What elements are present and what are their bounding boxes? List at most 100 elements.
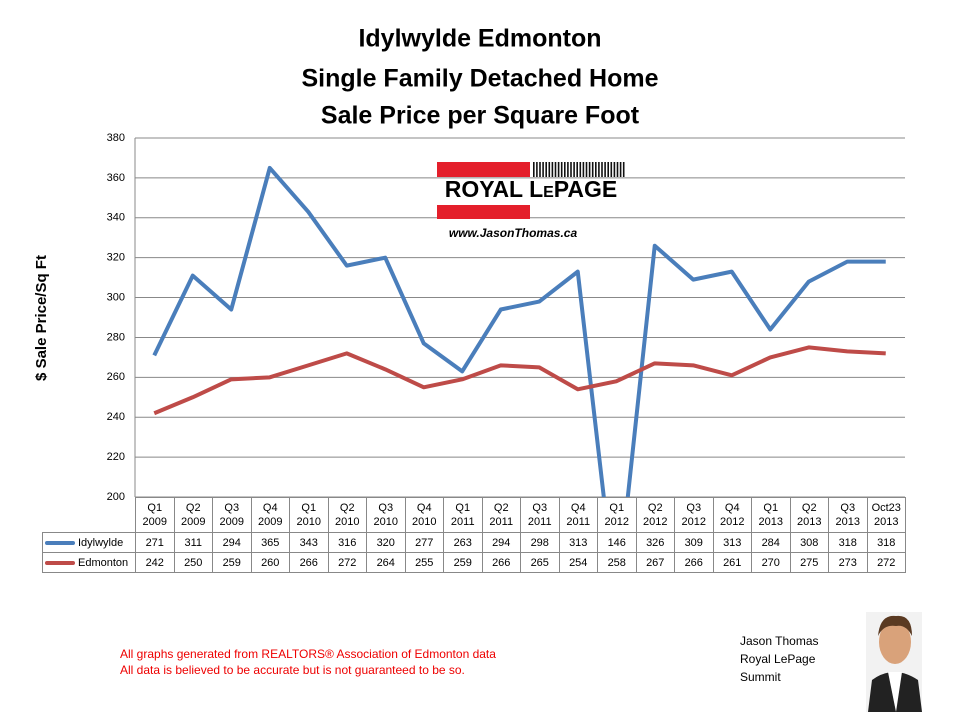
x-tick-label: Q1 2013 [751, 497, 791, 533]
barcode-line [622, 162, 625, 177]
barcode-line [557, 162, 560, 177]
y-tick-label: 340 [107, 212, 125, 224]
barcode-line [533, 162, 535, 177]
chart-title: Sale Price per Square Foot [321, 102, 640, 130]
table-value: 254 [558, 552, 598, 573]
table-header-row: Q1 2009 Q2 2009 Q3 2009 Q4 2009 Q1 2010 Q2 20… [42, 497, 906, 533]
table-value: 277 [404, 532, 444, 553]
x-tick-label: Q2 2009 [173, 497, 213, 533]
series-line [153, 345, 886, 416]
table-row: Idylwylde 271 311 294 365 343 316 320 277 263 294 2… [42, 532, 906, 553]
logo-bar [437, 205, 530, 219]
legend-key [45, 560, 75, 565]
table-value: 294 [212, 532, 252, 553]
table-value: 266 [289, 552, 329, 573]
table-value: 261 [712, 552, 752, 573]
x-tick-label: Q3 2010 [366, 497, 406, 533]
barcode-line [545, 162, 547, 177]
y-axis-label: $ Sale Price/Sq Ft [33, 255, 50, 381]
x-tick-label: Q3 2013 [828, 497, 868, 533]
barcode-line [595, 162, 597, 177]
table-value: 318 [828, 532, 868, 553]
barcode-line [554, 162, 557, 177]
x-tick-label: Q2 2013 [789, 497, 829, 533]
table-value: 320 [366, 532, 406, 553]
logo: ROYAL LePAGE www.JasonThomas.ca [437, 162, 625, 240]
x-tick-label: Q2 2012 [635, 497, 675, 533]
barcode-line [582, 162, 585, 177]
barcode-line [573, 162, 575, 177]
y-tick-label: 300 [107, 291, 125, 303]
legend-key [45, 540, 75, 545]
logo-brand: ROYAL LePAGE [445, 176, 618, 202]
x-tick-label: Q3 2009 [212, 497, 252, 533]
y-tick-label: 280 [107, 331, 125, 343]
table-value: 365 [250, 532, 290, 553]
barcode-line [564, 162, 566, 177]
table-value: 265 [520, 552, 560, 573]
barcode-line [560, 162, 563, 177]
barcode-line [598, 162, 600, 177]
y-tick-label: 220 [107, 451, 125, 463]
table-value: 308 [789, 532, 829, 553]
y-tick-label: 380 [107, 132, 125, 144]
barcode-line [604, 162, 606, 177]
table-value: 273 [828, 552, 868, 573]
x-tick-label: Q4 2012 [712, 497, 752, 533]
chart-title: Idylwylde Edmonton [358, 25, 601, 53]
table-value: 284 [751, 532, 791, 553]
table-value: 326 [635, 532, 675, 553]
table-value: 250 [173, 552, 213, 573]
x-tick-label: Q2 2010 [327, 497, 367, 533]
x-tick-label: Q1 2011 [443, 497, 483, 533]
barcode-line [579, 162, 582, 177]
barcode-line [570, 162, 572, 177]
table-value: 266 [674, 552, 714, 573]
barcode-line [585, 162, 588, 177]
y-tick-label: 320 [107, 252, 125, 264]
chart-title: Single Family Detached Home [301, 65, 658, 93]
barcode-line [576, 162, 578, 177]
barcode-line [551, 162, 554, 177]
barcode-line [548, 162, 551, 177]
data-table: Q1 2009 Q2 2009 Q3 2009 Q4 2009 Q1 2010 Q2 20… [42, 497, 906, 573]
table-value: 272 [866, 552, 906, 573]
table-value: 259 [443, 552, 483, 573]
table-value: 260 [250, 552, 290, 573]
x-tick-label: Q1 2010 [289, 497, 329, 533]
legend-label: Idylwylde [78, 536, 124, 549]
table-value: 146 [597, 532, 637, 553]
barcode-line [539, 162, 541, 177]
x-tick-label: Q2 2011 [481, 497, 521, 533]
series-line [152, 165, 886, 497]
table-value: 270 [751, 552, 791, 573]
y-tick-label: 360 [107, 172, 125, 184]
barcode-line [542, 162, 544, 177]
agent-photo [866, 612, 922, 712]
barcode-line [619, 162, 622, 177]
table-value: 275 [789, 552, 829, 573]
legend-entry: Edmonton [42, 552, 136, 573]
legend-entry: Idylwylde [42, 532, 136, 553]
x-tick-label: Oct23 2013 [866, 497, 906, 533]
barcode-line [613, 162, 616, 177]
barcode-line [567, 162, 569, 177]
x-tick-label: Q3 2011 [520, 497, 560, 533]
table-value: 266 [481, 552, 521, 573]
barcode-line [610, 162, 613, 177]
barcode-line [591, 162, 594, 177]
table-corner [42, 497, 136, 533]
logo-barcode [533, 162, 625, 177]
legend-label: Edmonton [78, 556, 129, 569]
x-tick-label: Q3 2012 [674, 497, 714, 533]
barcode-line [588, 162, 591, 177]
x-tick-label: Q1 2012 [597, 497, 637, 533]
x-tick-label: Q1 2009 [135, 497, 175, 533]
table-value: 313 [712, 532, 752, 553]
logo-bar [437, 162, 530, 177]
barcode-line [536, 162, 538, 177]
x-tick-label: Q4 2011 [558, 497, 598, 533]
table-value: 255 [404, 552, 444, 573]
